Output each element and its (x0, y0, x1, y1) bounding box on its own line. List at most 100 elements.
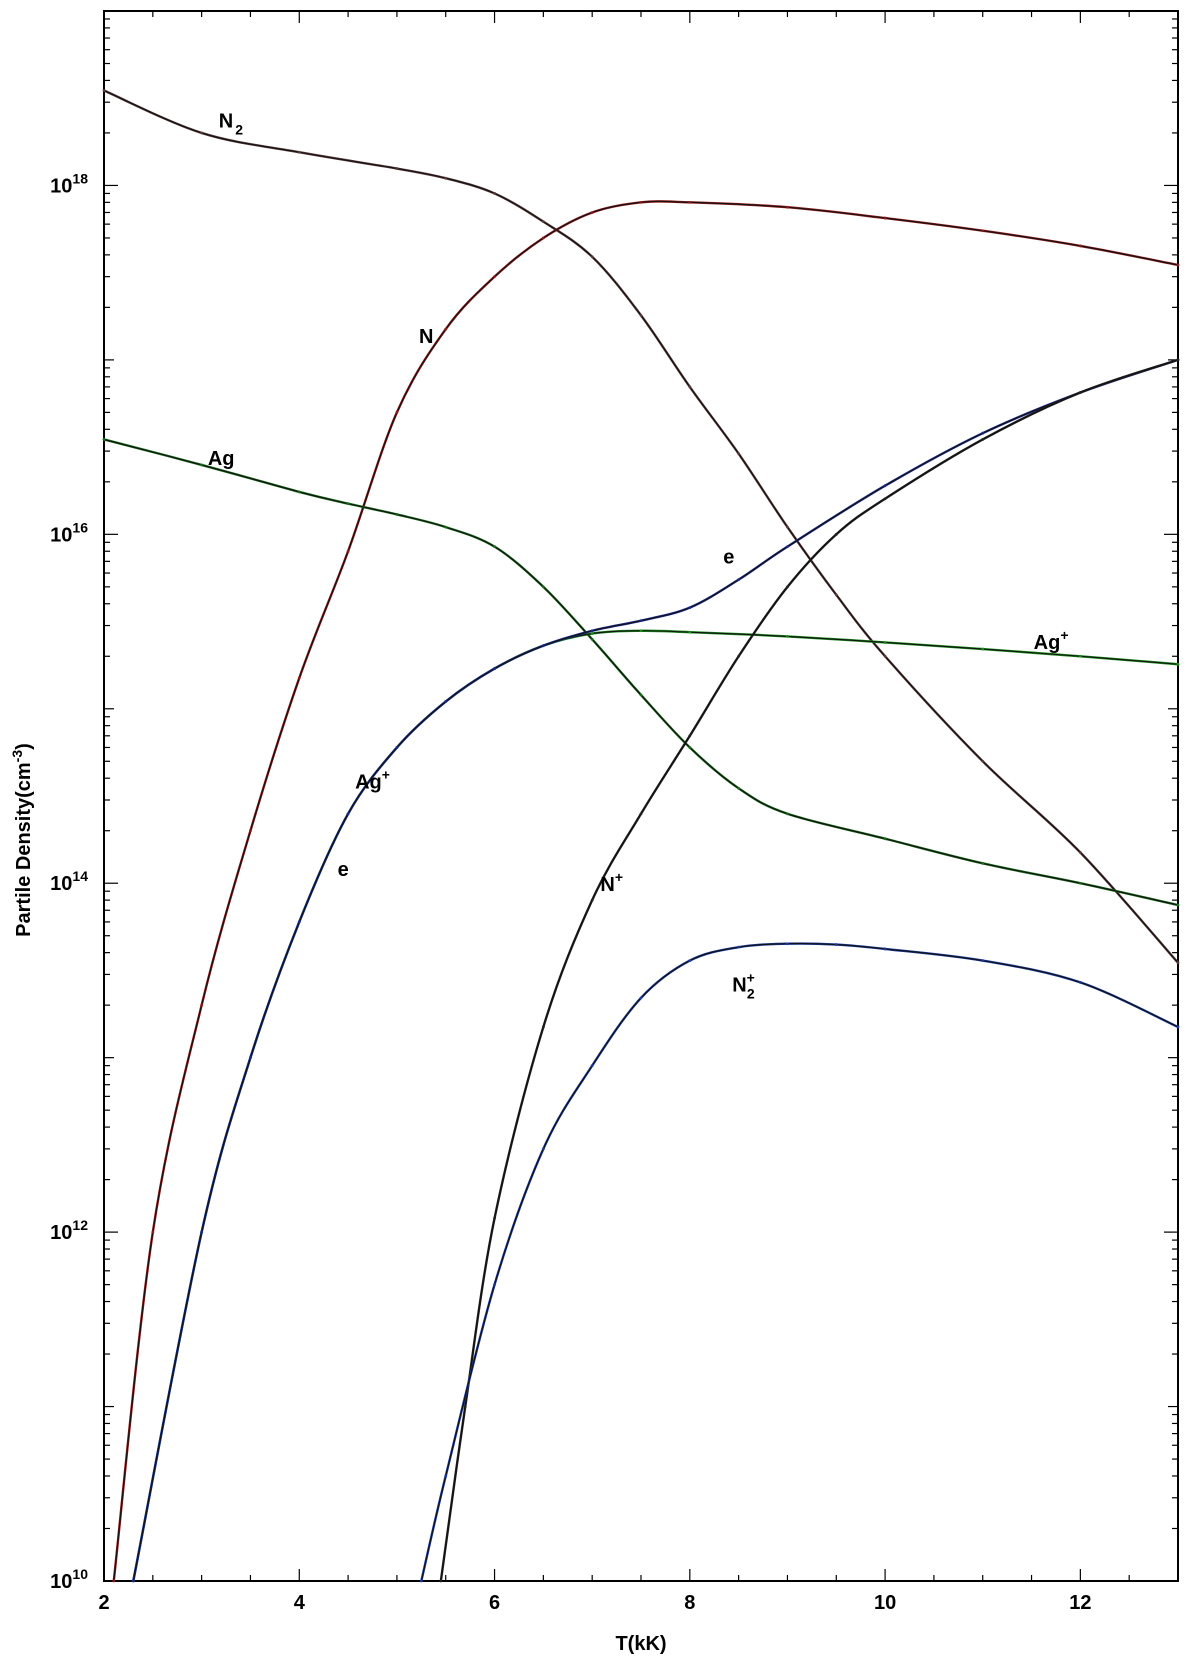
data-point-n2-plus (1078, 981, 1082, 984)
y-tick-label: 1018 (50, 170, 88, 197)
series-line-n2-plus-overlay (420, 942, 1179, 1582)
data-point-ag (737, 786, 741, 790)
data-point-e (688, 606, 692, 610)
data-point-e (639, 619, 643, 623)
y-tick-label: 1014 (50, 868, 88, 895)
curve-label-ag-plus: Ag+ (1034, 627, 1069, 654)
data-point-e (786, 545, 789, 549)
x-tick-label: 12 (1069, 1592, 1091, 1614)
data-point-e (883, 484, 887, 488)
y-tick-label: 1016 (50, 519, 88, 546)
data-point-n (883, 216, 887, 220)
data-point-n2 (883, 654, 887, 658)
data-point-n-plus (1078, 391, 1082, 394)
axis-ticks (103, 11, 1179, 1582)
data-point-n2 (102, 89, 106, 92)
data-point-n2 (200, 131, 204, 135)
y-axis-title-close: ) (13, 743, 35, 750)
data-point-e (444, 700, 448, 703)
data-point-n-plus (883, 497, 887, 501)
data-point-ag (541, 585, 545, 589)
data-point-ag-plus (1078, 654, 1082, 658)
data-point-e (981, 431, 985, 435)
data-point-n (444, 327, 448, 331)
y-axis-title-main: Partile Density(cm (13, 762, 35, 937)
data-point-n2-plus (444, 1474, 448, 1478)
data-point-n (590, 211, 594, 214)
x-axis-title: T(kK) (615, 1633, 666, 1655)
y-axis-title: Partile Density(cm-3) (9, 743, 35, 937)
data-point-n-plus (737, 654, 741, 658)
data-point-e (541, 644, 545, 648)
series-line-n2-plus (420, 942, 1179, 1582)
data-point-n (541, 236, 545, 240)
data-point-n (297, 676, 301, 680)
data-point-n2-plus (737, 945, 741, 949)
series-line-n-plus-overlay (440, 359, 1179, 1582)
data-point-n2-plus (1176, 1025, 1180, 1029)
data-point-n (1176, 263, 1180, 267)
data-point-n2 (541, 220, 545, 224)
data-point-n (112, 1579, 116, 1583)
data-point-ag (200, 463, 204, 467)
series-line-n (112, 200, 1179, 1582)
data-point-ag (1176, 903, 1180, 907)
data-point-n (1078, 244, 1082, 248)
series-line-ag-overlay (103, 438, 1179, 906)
data-point-n-plus (1176, 358, 1180, 362)
data-point-ag (102, 438, 106, 441)
data-point-n (981, 229, 985, 233)
data-point-n-plus (639, 812, 643, 816)
data-point-ag-plus (1176, 662, 1180, 666)
data-point-n-plus (981, 438, 985, 441)
data-point-n2 (395, 167, 399, 170)
x-tick-label: 10 (874, 1592, 896, 1614)
data-point-ag-plus (639, 629, 643, 633)
x-tick-label: 6 (489, 1592, 500, 1614)
data-point-n2-plus (883, 947, 887, 951)
series-line-n2 (103, 89, 1179, 964)
data-point-n-plus (834, 532, 838, 536)
data-point-n2 (834, 593, 838, 597)
curve-labels: N 2 N Ag e Ag+ Ag+ e N+ N+ 2 (208, 110, 1069, 1001)
series-line-ag-plus (132, 629, 1179, 1582)
data-point-n (346, 549, 350, 553)
data-point-n2 (639, 313, 643, 317)
data-point-e (131, 1579, 135, 1583)
data-point-n2 (737, 452, 741, 456)
data-point-n2 (786, 525, 789, 529)
data-point-e (493, 667, 496, 670)
data-point-n2 (493, 192, 496, 195)
series-line-n2-overlay (103, 90, 1179, 964)
data-point-ag (493, 545, 496, 549)
x-tick-labels: 2 4 6 8 10 12 (98, 1592, 1091, 1614)
data-point-n2-plus (688, 959, 692, 963)
series-line-n-plus (439, 358, 1179, 1582)
series-line-e (132, 358, 1179, 1582)
y-tick-labels: 1010 1012 1014 1016 1018 (50, 170, 88, 1593)
data-point-ag (639, 693, 643, 697)
series-line-ag-plus-overlay (132, 630, 1179, 1582)
data-point-n-plus (786, 585, 789, 589)
data-point-n (200, 1003, 204, 1007)
curve-label-n: N (419, 326, 433, 348)
curve-label-n-plus: N+ (600, 869, 623, 896)
data-point-n2 (1078, 851, 1082, 854)
data-point-n2-plus (639, 996, 643, 1000)
x-tick-label: 2 (98, 1592, 109, 1614)
series-line-n-overlay (113, 200, 1179, 1582)
data-point-ag (590, 637, 594, 641)
data-point-ag (297, 490, 301, 494)
data-point-ag (688, 746, 692, 749)
curve-label-n2-plus: N+ 2 (732, 969, 755, 1001)
data-point-ag-plus (786, 634, 789, 638)
data-point-n-plus (463, 1405, 467, 1408)
x-tick-label: 8 (684, 1592, 695, 1614)
data-point-e (395, 746, 399, 749)
data-point-ag-plus (883, 641, 887, 644)
data-series (102, 89, 1180, 1583)
curve-label-ag-plus: Ag+ (355, 766, 390, 793)
data-point-e (737, 578, 741, 582)
data-point-n2-plus (786, 942, 789, 946)
